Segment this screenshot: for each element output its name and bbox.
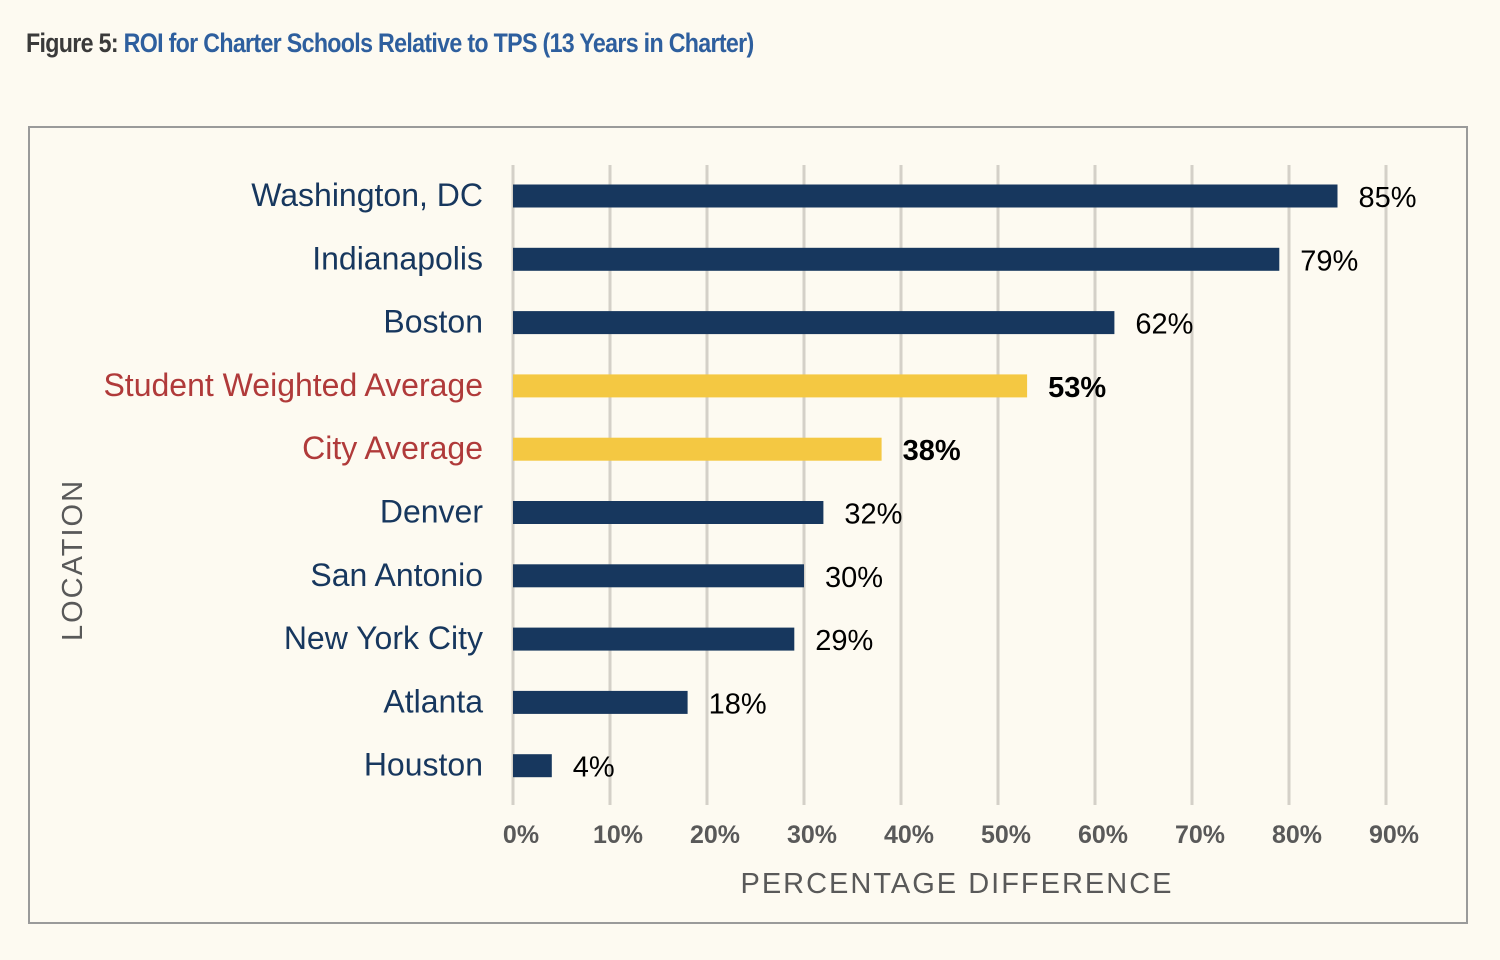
x-tick-label: 80% bbox=[1272, 821, 1322, 849]
figure-label: Figure 5: bbox=[26, 28, 119, 58]
x-tick-label: 40% bbox=[884, 821, 934, 849]
x-axis-title: PERCENTAGE DIFFERENCE bbox=[740, 868, 1173, 900]
bar bbox=[513, 184, 1338, 208]
category-label: Atlanta bbox=[383, 683, 483, 719]
x-tick-label: 10% bbox=[593, 821, 643, 849]
category-label: Student Weighted Average bbox=[103, 367, 483, 403]
x-tick-label: 50% bbox=[981, 821, 1031, 849]
category-label: Houston bbox=[364, 747, 483, 783]
x-tick-label: 90% bbox=[1369, 821, 1419, 849]
category-label: Indianapolis bbox=[312, 240, 483, 276]
category-label: San Antonio bbox=[310, 557, 483, 593]
value-label: 62% bbox=[1135, 309, 1193, 341]
bar bbox=[513, 501, 824, 524]
value-label: 85% bbox=[1359, 182, 1417, 214]
bar bbox=[513, 247, 1280, 271]
figure-title-text: ROI for Charter Schools Relative to TPS … bbox=[123, 28, 755, 58]
x-tick-label: 20% bbox=[690, 821, 740, 849]
x-tick-labels: 0% 10% 20% 30% 40% 50% 60% 70% 80% 90% bbox=[503, 821, 1419, 849]
value-label: 30% bbox=[825, 562, 883, 594]
x-tick-label: 0% bbox=[503, 821, 539, 849]
category-label: City Average bbox=[302, 430, 483, 466]
x-tick-label: 30% bbox=[787, 821, 837, 849]
value-label: 29% bbox=[815, 625, 873, 657]
y-axis-title: LOCATION bbox=[57, 479, 89, 641]
value-label: 4% bbox=[573, 752, 615, 784]
bars bbox=[513, 184, 1338, 778]
value-label: 32% bbox=[844, 499, 902, 531]
value-label: 53% bbox=[1048, 372, 1106, 404]
bar bbox=[513, 374, 1028, 398]
x-tick-label: 70% bbox=[1175, 821, 1225, 849]
category-label: Denver bbox=[380, 494, 484, 530]
category-label: Washington, DC bbox=[251, 177, 483, 213]
bar bbox=[513, 627, 795, 651]
bar bbox=[513, 564, 804, 588]
value-label: 79% bbox=[1300, 245, 1358, 277]
bar bbox=[513, 754, 552, 778]
bar bbox=[513, 437, 882, 461]
value-labels: 85%79% 62% 53% 38%32% 30% 29% 18% 4% bbox=[573, 182, 1417, 784]
bar bbox=[513, 690, 688, 714]
value-label: 18% bbox=[709, 688, 767, 720]
bar bbox=[513, 311, 1115, 335]
figure-title: Figure 5: ROI for Charter Schools Relati… bbox=[26, 28, 754, 59]
category-label: New York City bbox=[284, 620, 483, 656]
x-tick-label: 60% bbox=[1078, 821, 1128, 849]
category-labels: Washington, DC Indianapolis Boston Student … bbox=[103, 177, 483, 783]
value-label: 38% bbox=[903, 435, 961, 467]
category-label: Boston bbox=[383, 304, 483, 340]
